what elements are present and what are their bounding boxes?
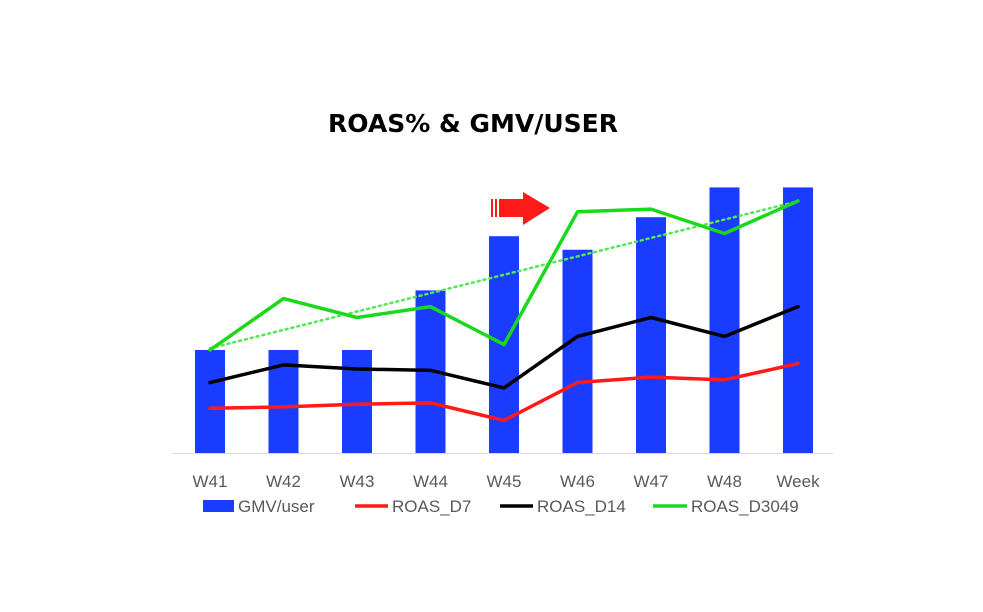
chart-title: ROAS% & GMV/USER	[328, 109, 618, 138]
arrow-stripe	[491, 199, 493, 217]
arrow-stripe	[495, 199, 497, 217]
arrow-shape	[499, 192, 550, 225]
x-tick-label-week: Week	[776, 472, 820, 491]
x-tick-label-w42: W42	[266, 472, 301, 491]
legend: GMV/user ROAS_D7 ROAS_D14 ROAS_D3049	[203, 497, 799, 516]
x-tick-label-w44: W44	[413, 472, 448, 491]
arrow-annotation	[491, 192, 550, 225]
bar-w47	[636, 217, 666, 453]
x-tick-label-w41: W41	[193, 472, 228, 491]
bar-w46	[562, 249, 593, 453]
x-tick-label-w48: W48	[707, 472, 742, 491]
x-tick-label-w46: W46	[560, 472, 595, 491]
x-tick-labels: W41 W42 W43 W44 W45 W46 W47 W48 Week	[193, 472, 821, 491]
bar-w41	[195, 350, 225, 453]
bar-w43	[342, 350, 372, 453]
x-tick-label-w43: W43	[340, 472, 375, 491]
bar-week	[783, 187, 813, 454]
legend-label-roas-d3049: ROAS_D3049	[691, 497, 799, 516]
legend-swatch-gmv-user	[203, 500, 234, 512]
legend-label-gmv-user: GMV/user	[238, 497, 315, 516]
x-tick-label-w45: W45	[487, 472, 522, 491]
legend-label-roas-d7: ROAS_D7	[392, 497, 471, 516]
legend-label-roas-d14: ROAS_D14	[537, 497, 626, 516]
bar-series-gmv-user	[195, 187, 813, 454]
x-tick-label-w47: W47	[634, 472, 669, 491]
line-series	[208, 199, 800, 423]
